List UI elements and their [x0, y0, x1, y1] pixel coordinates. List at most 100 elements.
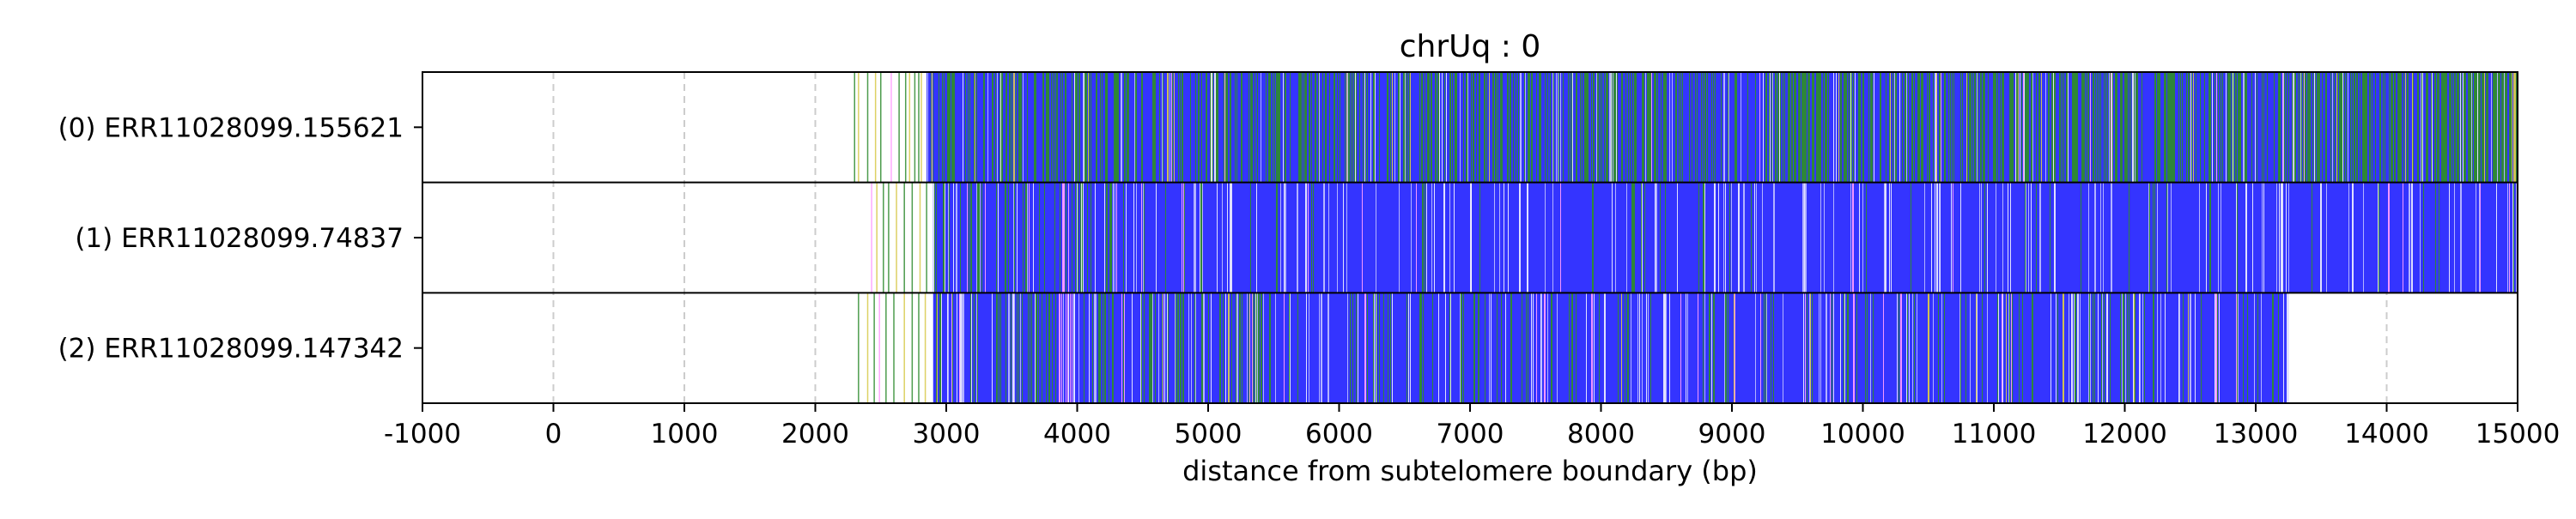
- base-stripe: [1819, 293, 1820, 403]
- base-stripe: [949, 72, 951, 183]
- base-stripe: [1993, 72, 1995, 183]
- base-stripe: [1184, 182, 1185, 293]
- x-tick-label: 14000: [2344, 419, 2429, 450]
- base-stripe: [1848, 293, 1849, 403]
- base-stripe: [1099, 293, 1100, 403]
- base-stripe: [2109, 72, 2110, 183]
- base-stripe: [1239, 293, 1240, 403]
- base-stripe: [2334, 72, 2335, 183]
- base-stripe: [1230, 72, 1231, 183]
- base-stripe: [2487, 72, 2488, 183]
- base-stripe: [1813, 72, 1814, 183]
- base-stripe: [985, 182, 986, 293]
- base-stripe: [1646, 293, 1647, 403]
- base-stripe: [1436, 72, 1437, 183]
- base-stripe: [2045, 72, 2046, 183]
- base-stripe: [2116, 72, 2117, 183]
- base-stripe: [1098, 293, 1099, 403]
- base-stripe: [1021, 72, 1022, 183]
- base-stripe: [2169, 72, 2170, 183]
- read-label: (1) ERR11028099.74837: [75, 223, 404, 254]
- base-stripe: [963, 293, 964, 403]
- base-stripe: [927, 72, 928, 183]
- base-stripe: [2107, 72, 2108, 183]
- base-stripe: [1208, 293, 1209, 403]
- base-stripe: [1008, 293, 1010, 403]
- base-stripe: [1656, 182, 1657, 293]
- base-stripe: [1773, 293, 1774, 403]
- base-stripe: [1164, 293, 1165, 403]
- base-stripe: [1174, 72, 1175, 183]
- base-stripe: [1183, 293, 1184, 403]
- base-stripe: [2263, 182, 2264, 293]
- base-stripe: [1960, 293, 1961, 403]
- base-stripe: [2154, 182, 2155, 293]
- base-stripe: [2499, 72, 2500, 183]
- base-stripe: [2491, 72, 2492, 183]
- base-stripe: [2088, 293, 2089, 403]
- base-stripe: [2025, 72, 2026, 183]
- base-stripe: [2171, 182, 2172, 293]
- base-stripe: [1309, 72, 1310, 183]
- base-stripe: [1376, 293, 1377, 403]
- base-stripe: [1975, 72, 1976, 183]
- base-stripe: [1704, 182, 1705, 293]
- base-stripe: [1096, 72, 1097, 183]
- base-stripe: [2513, 182, 2514, 293]
- base-stripe: [1277, 72, 1278, 183]
- base-stripe: [2243, 293, 2244, 403]
- base-stripe: [1013, 72, 1015, 183]
- base-stripe: [1008, 182, 1009, 293]
- base-stripe: [1252, 72, 1253, 183]
- base-stripe: [1107, 72, 1108, 183]
- base-stripe: [1591, 72, 1592, 183]
- base-stripe: [1259, 293, 1260, 403]
- base-stripe: [1121, 293, 1122, 403]
- base-stripe: [1249, 293, 1250, 403]
- base-stripe: [1435, 72, 1436, 183]
- base-stripe: [1297, 182, 1298, 293]
- base-stripe: [2232, 72, 2233, 183]
- base-stripe: [1724, 72, 1725, 183]
- base-stripe: [2510, 72, 2512, 183]
- base-stripe: [2054, 182, 2055, 293]
- base-stripe: [2395, 72, 2396, 183]
- base-stripe: [1663, 293, 1664, 403]
- base-stripe: [974, 293, 975, 403]
- base-stripe: [2028, 182, 2029, 293]
- base-stripe: [1924, 182, 1925, 293]
- base-stripe: [1615, 182, 1616, 293]
- base-stripe: [1075, 182, 1076, 293]
- base-stripe: [2002, 72, 2003, 183]
- base-stripe: [1891, 182, 1892, 293]
- base-stripe: [1897, 293, 1898, 403]
- base-stripe: [1885, 182, 1886, 293]
- base-stripe: [1471, 182, 1472, 293]
- base-stripe: [1639, 293, 1640, 403]
- base-stripe: [1547, 72, 1548, 183]
- base-stripe: [1318, 72, 1319, 183]
- base-stripe: [1865, 293, 1866, 403]
- base-stripe: [1113, 293, 1114, 403]
- base-stripe: [977, 293, 978, 403]
- base-stripe: [2309, 72, 2310, 183]
- base-stripe: [2383, 72, 2384, 183]
- base-stripe: [2438, 72, 2439, 183]
- base-stripe: [2167, 182, 2168, 293]
- base-stripe: [1337, 182, 1338, 293]
- base-stripe: [1081, 182, 1082, 293]
- base-stripe: [1853, 293, 1855, 403]
- base-stripe: [1419, 72, 1420, 183]
- base-stripe: [1257, 72, 1258, 183]
- base-stripe: [2391, 72, 2392, 183]
- base-stripe: [2101, 293, 2102, 403]
- base-stripe: [1945, 72, 1946, 183]
- base-stripe: [1068, 182, 1069, 293]
- base-stripe: [1496, 72, 1497, 183]
- base-stripe: [2352, 72, 2353, 183]
- base-stripe: [2125, 293, 2126, 403]
- base-stripe: [2134, 293, 2135, 403]
- base-stripe: [1933, 293, 1934, 403]
- base-stripe: [1152, 293, 1153, 403]
- base-stripe: [1600, 72, 1601, 183]
